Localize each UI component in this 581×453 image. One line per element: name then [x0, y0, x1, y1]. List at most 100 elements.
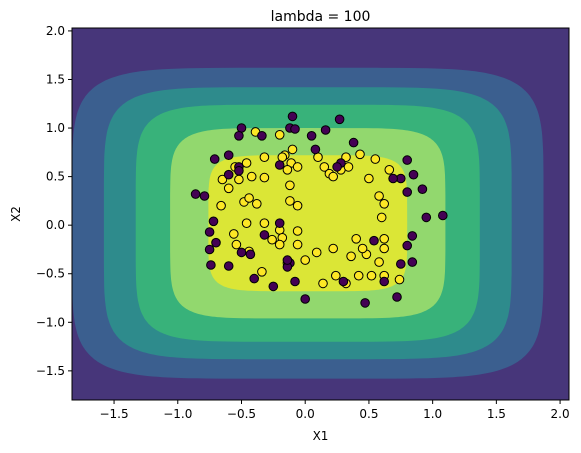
scatter-point-class-0	[360, 298, 370, 308]
scatter-point-class-0	[421, 212, 432, 223]
scatter-point-class-0	[379, 276, 390, 287]
scatter-point-class-1	[277, 152, 288, 162]
scatter-point-class-0	[268, 281, 279, 292]
scatter-point-class-1	[355, 149, 365, 160]
scatter-point-class-1	[292, 200, 303, 211]
scatter-point-class-1	[234, 174, 244, 185]
y-tick-label: 1.0	[46, 121, 65, 135]
scatter-point-class-1	[300, 255, 311, 265]
scatter-point-class-0	[408, 169, 419, 180]
scatter-point-class-1	[376, 212, 387, 223]
scatter-point-class-0	[234, 166, 244, 176]
scatter-point-class-1	[374, 191, 384, 201]
x-tick-label: −1.0	[163, 407, 192, 421]
scatter-point-class-1	[384, 165, 395, 175]
scatter-point-class-0	[236, 123, 247, 133]
chart-title: lambda = 100	[271, 9, 371, 25]
scatter-point-class-0	[234, 131, 244, 141]
scatter-point-class-0	[249, 273, 259, 284]
x-tick-label: 0.5	[359, 407, 378, 421]
contour-level-5	[208, 155, 408, 292]
scatter-point-class-0	[290, 124, 300, 134]
scatter-point-class-1	[353, 270, 364, 281]
scatter-point-class-0	[320, 125, 331, 135]
scatter-point-class-0	[338, 276, 349, 287]
x-tick-label: 1.0	[423, 407, 442, 421]
scatter-point-class-1	[292, 239, 303, 250]
scatter-point-class-0	[407, 257, 418, 267]
y-tick-label: 1.5	[46, 72, 65, 86]
scatter-point-class-1	[251, 199, 262, 209]
scatter-point-class-0	[407, 231, 418, 241]
scatter-point-class-0	[388, 173, 398, 184]
scatter-point-class-0	[199, 191, 210, 201]
scatter-point-class-1	[285, 180, 295, 191]
x-tick-label: 0.0	[296, 407, 315, 421]
scatter-point-class-0	[290, 276, 300, 287]
plot-frame	[71, 27, 570, 401]
scatter-point-class-1	[357, 243, 368, 254]
scatter-point-class-1	[231, 239, 242, 250]
scatter-point-class-0	[402, 240, 413, 251]
contour-regions	[72, 28, 569, 400]
scatter-point-class-1	[366, 270, 377, 281]
scatter-point-class-1	[328, 243, 339, 254]
scatter-point-class-1	[282, 165, 293, 175]
x-tick-label: −0.5	[227, 407, 256, 421]
scatter-point-class-0	[223, 261, 234, 271]
scatter-point-class-1	[379, 243, 390, 254]
scatter-point-class-1	[346, 251, 356, 262]
scatter-point-class-1	[292, 226, 303, 236]
scatter-point-class-1	[311, 247, 322, 258]
scatter-point-class-1	[267, 234, 277, 245]
scatter-point-class-1	[331, 270, 341, 281]
scatter-point-class-1	[285, 196, 295, 206]
scatter-point-class-1	[313, 152, 323, 162]
scatter-point-class-0	[396, 259, 406, 269]
scatter-point-class-0	[402, 187, 413, 197]
scatter-point-class-1	[274, 239, 285, 250]
scatter-point-class-0	[209, 154, 220, 164]
y-axis-ticks: −1.5 −1.0 −0.5 0.0 0.5 1.0 1.5 2.0	[36, 24, 72, 378]
scatter-point-class-0	[348, 137, 359, 148]
scatter-point-class-1	[246, 171, 257, 182]
scatter-point-class-0	[204, 244, 215, 255]
scatter-point-class-0	[334, 114, 345, 125]
scatter-point-class-0	[245, 249, 256, 260]
scatter-point-class-0	[257, 131, 267, 141]
x-axis-label: X1	[313, 429, 329, 443]
y-axis-label: X2	[9, 206, 23, 222]
scatter-point-class-1	[319, 162, 330, 172]
x-tick-label: −1.5	[99, 407, 128, 421]
scatter-point-class-0	[236, 247, 247, 258]
scatter-point-class-0	[206, 260, 216, 270]
scatter-point-class-0	[190, 189, 201, 199]
scatter-point-class-1	[328, 171, 339, 182]
scatter-point-class-1	[274, 130, 285, 140]
scatter-point-class-0	[310, 144, 321, 155]
scatter-point-class-0	[438, 210, 448, 221]
scatter-point-class-1	[379, 199, 390, 209]
scatter-point-class-0	[300, 294, 311, 304]
y-tick-label: 0.5	[46, 170, 65, 184]
scatter-point-class-0	[402, 155, 413, 165]
y-tick-label: 2.0	[46, 24, 65, 38]
scatter-point-class-0	[282, 255, 293, 265]
scatter-point-class-1	[351, 234, 362, 244]
y-tick-label: 0.0	[46, 218, 65, 232]
y-tick-label: −1.0	[36, 315, 65, 329]
x-tick-label: 1.5	[487, 407, 506, 421]
scatter-point-class-0	[274, 160, 285, 170]
scatter-point-class-0	[306, 131, 317, 141]
scatter-point-class-1	[259, 152, 270, 162]
x-tick-label: 2.0	[551, 407, 570, 421]
scatter-point-class-1	[343, 162, 354, 172]
scatter-point-class-1	[292, 162, 303, 172]
x-axis-ticks: −1.5 −1.0 −0.5 0.0 0.5 1.0 1.5 2.0	[99, 400, 570, 421]
scatter-point-class-0	[208, 216, 219, 227]
scatter-point-class-1	[217, 174, 228, 185]
scatter-point-class-0	[332, 162, 342, 172]
scatter-point-class-1	[364, 173, 374, 184]
scatter-point-class-0	[417, 184, 428, 194]
